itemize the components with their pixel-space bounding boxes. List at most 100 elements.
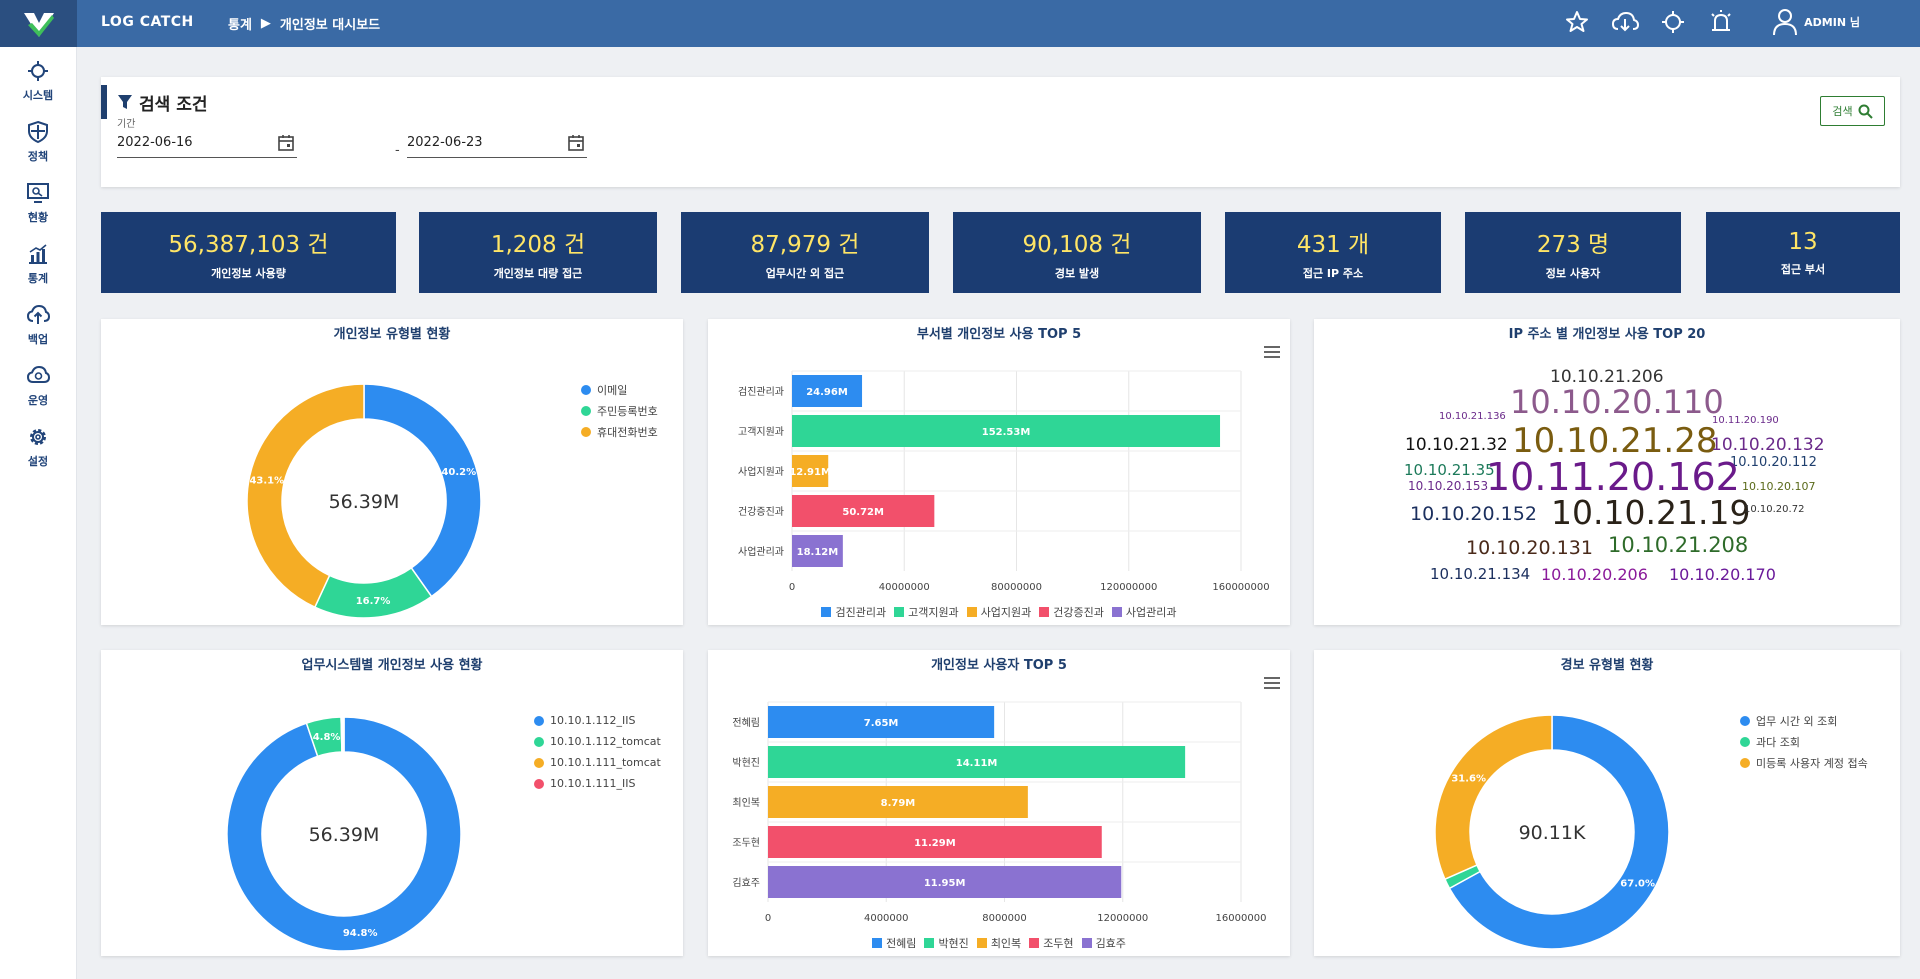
- stat-card-usage[interactable]: 56,387,103 건 개인정보 사용량: [101, 212, 396, 293]
- word-cloud-item[interactable]: 10.10.20.152: [1410, 503, 1537, 525]
- chart-title: IP 주소 별 개인정보 사용 TOP 20: [1508, 327, 1706, 342]
- word-cloud-item[interactable]: 10.10.21.35: [1404, 461, 1495, 479]
- word-cloud-item[interactable]: 10.10.21.19: [1551, 493, 1751, 532]
- end-date-field[interactable]: 2022-06-23: [407, 128, 587, 158]
- word-cloud-item[interactable]: 10.10.21.208: [1608, 533, 1749, 557]
- legend-item[interactable]: 과다 조회: [1740, 731, 1868, 752]
- alarm-icon[interactable]: [1706, 7, 1736, 37]
- search-button[interactable]: 검색: [1820, 96, 1885, 126]
- pie-slice[interactable]: [313, 566, 433, 619]
- legend-item[interactable]: 10.10.1.112_tomcat: [534, 731, 661, 752]
- word-cloud-item[interactable]: 10.10.20.170: [1669, 565, 1776, 584]
- word-cloud-item[interactable]: 10.10.20.107: [1742, 480, 1816, 493]
- legend-swatch: [966, 607, 977, 617]
- legend-item[interactable]: 휴대전화번호: [581, 421, 658, 442]
- bar[interactable]: [768, 866, 1122, 898]
- sidebar-item-settings[interactable]: 설정: [0, 416, 76, 477]
- stat-value: 56,387,103 건: [168, 231, 329, 258]
- legend-item[interactable]: 10.10.1.111_tomcat: [534, 752, 661, 773]
- bar[interactable]: [768, 826, 1102, 858]
- pie-slice[interactable]: [226, 716, 462, 952]
- pie-slice[interactable]: [1434, 714, 1553, 881]
- word-cloud-item[interactable]: 10.10.20.110: [1510, 383, 1724, 421]
- legend-item[interactable]: 검진관리과: [821, 604, 886, 620]
- sidebar-item-operation[interactable]: 운영: [0, 355, 76, 416]
- word-cloud-item[interactable]: 10.10.20.153: [1408, 479, 1489, 493]
- sidebar-item-policy[interactable]: 정책: [0, 111, 76, 172]
- legend-item[interactable]: 이메일: [581, 379, 658, 400]
- legend-item[interactable]: 미등록 사용자 계정 접속: [1740, 752, 1868, 773]
- word-cloud-item[interactable]: 10.10.20.72: [1744, 504, 1805, 515]
- bar[interactable]: [792, 455, 829, 487]
- legend-item[interactable]: 사업지원과: [966, 604, 1031, 620]
- bar[interactable]: [768, 706, 995, 738]
- bar[interactable]: [792, 495, 935, 527]
- sidebar-item-status[interactable]: 현황: [0, 172, 76, 233]
- word-cloud-item[interactable]: 10.10.21.28: [1512, 421, 1718, 461]
- legend-swatch: [581, 405, 591, 416]
- word-cloud-item[interactable]: 10.10.20.132: [1711, 435, 1825, 455]
- x-tick-label: 160000000: [1212, 582, 1269, 593]
- legend-item[interactable]: 10.10.1.111_IIS: [534, 773, 661, 794]
- stat-card-ip[interactable]: 431 개 접근 IP 주소: [1225, 212, 1441, 293]
- calendar-icon[interactable]: [567, 134, 585, 152]
- legend-item[interactable]: 주민등록번호: [581, 400, 658, 421]
- target-icon: [28, 60, 48, 81]
- legend-item[interactable]: 박현진: [924, 935, 969, 951]
- word-cloud-item[interactable]: 10.10.20.206: [1541, 565, 1648, 584]
- pie-slice[interactable]: [246, 383, 365, 609]
- legend-label: 10.10.1.111_tomcat: [550, 756, 661, 769]
- word-cloud-item[interactable]: 10.11.20.190: [1712, 415, 1779, 426]
- legend-item[interactable]: 건강증진과: [1039, 604, 1104, 620]
- legend-item[interactable]: 김효주: [1081, 935, 1126, 951]
- legend-swatch: [894, 607, 905, 617]
- legend-item[interactable]: 조두현: [1029, 935, 1074, 951]
- user-menu[interactable]: ADMIN 님: [1772, 8, 1860, 36]
- stat-value: 431 개: [1296, 231, 1370, 258]
- pie-slice[interactable]: [363, 383, 482, 598]
- pie-slice[interactable]: [1448, 714, 1670, 950]
- stat-card-bulk-access[interactable]: 1,208 건 개인정보 대량 접근: [419, 212, 657, 293]
- word-cloud-item[interactable]: 10.10.20.131: [1466, 537, 1593, 559]
- y-tick-label: 사업지원과: [738, 465, 784, 478]
- chart-title: 경보 유형별 현황: [1560, 658, 1654, 673]
- star-icon[interactable]: [1562, 7, 1592, 37]
- sidebar-item-backup[interactable]: 백업: [0, 294, 76, 355]
- legend-item[interactable]: 최인복: [976, 935, 1021, 951]
- legend-item[interactable]: 고객지원과: [894, 604, 959, 620]
- word-cloud-item[interactable]: 10.11.20.162: [1486, 455, 1740, 499]
- legend-item[interactable]: 전혜림: [872, 935, 916, 951]
- bar[interactable]: [792, 535, 843, 567]
- stat-card-alerts[interactable]: 90,108 건 경보 발생: [953, 212, 1201, 293]
- logo[interactable]: [0, 0, 77, 47]
- period-label: 기간: [117, 119, 136, 130]
- word-cloud-item[interactable]: 10.10.20.112: [1730, 455, 1817, 470]
- stat-card-users[interactable]: 273 명 정보 사용자: [1465, 212, 1681, 293]
- cloud-download-icon[interactable]: [1610, 7, 1640, 37]
- x-tick-label: 16000000: [1216, 913, 1267, 924]
- bar[interactable]: [792, 375, 863, 407]
- breadcrumb-item-stats[interactable]: 통계: [228, 18, 252, 33]
- bar[interactable]: [768, 786, 1028, 818]
- pie-slice[interactable]: [341, 716, 345, 753]
- stat-card-off-hours[interactable]: 87,979 건 업무시간 외 접근: [681, 212, 929, 293]
- word-cloud-item[interactable]: 10.10.21.32: [1405, 435, 1508, 455]
- word-cloud-item[interactable]: 10.10.21.134: [1430, 565, 1531, 583]
- start-date-field[interactable]: 2022-06-16: [117, 128, 297, 158]
- calendar-icon[interactable]: [277, 134, 295, 152]
- bar[interactable]: [768, 746, 1186, 778]
- word-cloud-item[interactable]: 10.10.21.206: [1550, 367, 1664, 387]
- sidebar-item-system[interactable]: 시스템: [0, 50, 76, 111]
- stat-card-departments[interactable]: 13 접근 부서: [1706, 212, 1900, 293]
- word-cloud-item[interactable]: 10.10.21.136: [1439, 411, 1506, 422]
- legend-item[interactable]: 사업관리과: [1111, 604, 1177, 620]
- chart-menu-icon[interactable]: [1264, 346, 1280, 358]
- bar-value-label: 8.79M: [881, 798, 916, 809]
- legend-item[interactable]: 업무 시간 외 조회: [1740, 710, 1868, 731]
- target-icon[interactable]: [1658, 7, 1688, 37]
- chart-menu-icon[interactable]: [1264, 677, 1280, 689]
- stat-label: 정보 사용자: [1545, 266, 1601, 280]
- legend-item[interactable]: 10.10.1.112_IIS: [534, 710, 661, 731]
- bar[interactable]: [792, 415, 1221, 447]
- sidebar-item-stats[interactable]: 통계: [0, 233, 76, 294]
